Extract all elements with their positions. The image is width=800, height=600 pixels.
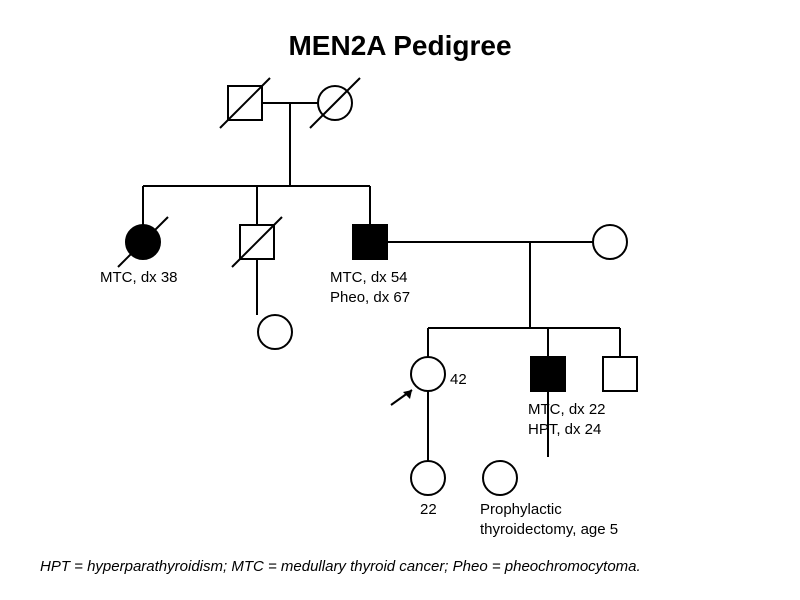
- person-III2: [411, 357, 445, 391]
- legend-text: HPT = hyperparathyroidism; MTC = medulla…: [40, 558, 641, 575]
- label-III3: MTC, dx 22 HPT, dx 24: [528, 400, 606, 441]
- label-II3: MTC, dx 54 Pheo, dx 67: [330, 268, 410, 309]
- person-III1: [258, 315, 292, 349]
- person-II3: [353, 225, 387, 259]
- person-II4: [593, 225, 627, 259]
- label-IV1: 22: [420, 500, 437, 520]
- person-III3: [531, 357, 565, 391]
- person-IV1: [411, 461, 445, 495]
- label-IV2: Prophylactic thyroidectomy, age 5: [480, 500, 618, 541]
- person-III4: [603, 357, 637, 391]
- person-IV2: [483, 461, 517, 495]
- label-II1: MTC, dx 38: [100, 268, 178, 288]
- label-III2: 42: [450, 370, 467, 390]
